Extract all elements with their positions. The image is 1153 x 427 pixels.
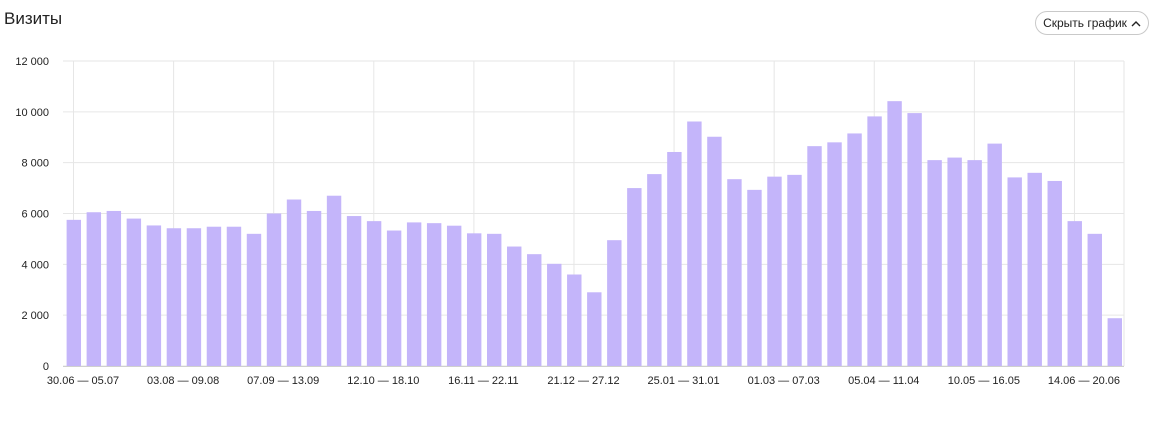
bar <box>867 116 882 367</box>
bar <box>967 160 982 366</box>
bar <box>527 254 542 366</box>
bar <box>246 233 262 366</box>
bar <box>286 199 302 366</box>
bar <box>266 213 282 366</box>
bar <box>426 223 442 366</box>
bar <box>667 151 682 366</box>
bar <box>1047 180 1062 366</box>
bar <box>126 218 142 366</box>
x-tick-label: 10.05 — 16.05 <box>948 375 1020 387</box>
bar <box>687 121 702 366</box>
bar <box>907 113 922 367</box>
bar <box>807 146 822 366</box>
y-tick-label: 4 000 <box>21 259 49 271</box>
bar <box>567 274 582 366</box>
y-tick-label: 0 <box>43 361 49 373</box>
x-tick-label: 07.09 — 13.09 <box>247 375 319 387</box>
bar <box>847 133 862 366</box>
bar <box>947 157 962 366</box>
bar <box>647 174 662 366</box>
bar <box>1007 177 1022 366</box>
bar <box>406 222 422 366</box>
bar <box>1027 172 1042 366</box>
x-tick-label: 01.03 — 07.03 <box>748 375 820 387</box>
y-tick-label: 6 000 <box>21 209 49 221</box>
bar <box>887 101 902 367</box>
bar <box>446 225 462 366</box>
bar <box>827 142 842 366</box>
bar <box>346 216 362 366</box>
bar <box>106 210 122 366</box>
bar <box>86 212 102 366</box>
bar <box>547 263 562 366</box>
y-tick-label: 10 000 <box>15 107 49 119</box>
y-tick-label: 8 000 <box>21 158 49 170</box>
x-tick-label: 05.04 — 11.04 <box>848 375 919 387</box>
chevron-up-icon <box>1131 20 1141 27</box>
bar <box>1087 233 1102 366</box>
x-tick-label: 21.12 — 27.12 <box>547 375 619 387</box>
x-tick-label: 14.06 — 20.06 <box>1048 375 1120 387</box>
x-tick-label: 25.01 — 31.01 <box>647 375 719 387</box>
y-tick-label: 12 000 <box>15 56 49 68</box>
bar <box>466 233 482 366</box>
bar <box>727 179 742 366</box>
bar <box>306 210 322 366</box>
bar <box>366 221 382 366</box>
hide-chart-button[interactable]: Скрыть график <box>1035 11 1149 35</box>
bar <box>146 225 162 366</box>
bar <box>1107 318 1122 366</box>
bar <box>206 226 222 366</box>
bar <box>707 136 722 366</box>
x-tick-label: 12.10 — 18.10 <box>347 375 419 387</box>
hide-chart-label: Скрыть график <box>1043 16 1127 30</box>
bar <box>607 240 622 366</box>
bar <box>627 188 642 366</box>
bar <box>987 143 1002 366</box>
bar <box>767 176 782 366</box>
page-title: Визиты <box>4 9 63 28</box>
y-tick-label: 2 000 <box>21 310 49 322</box>
bar <box>386 230 402 366</box>
bar <box>507 246 522 366</box>
x-tick-label: 16.11 — 22.11 <box>448 375 519 387</box>
bar <box>787 174 802 366</box>
bar <box>186 228 202 366</box>
bar <box>326 195 342 366</box>
bar <box>927 160 942 366</box>
x-tick-label: 03.08 — 09.08 <box>147 375 219 387</box>
bar <box>66 219 82 366</box>
bar <box>166 228 182 366</box>
bar <box>1067 221 1082 366</box>
bar <box>226 226 242 366</box>
x-tick-label: 30.06 — 05.07 <box>47 375 119 387</box>
bar <box>587 292 602 366</box>
bar <box>747 189 762 366</box>
bar <box>486 233 502 366</box>
